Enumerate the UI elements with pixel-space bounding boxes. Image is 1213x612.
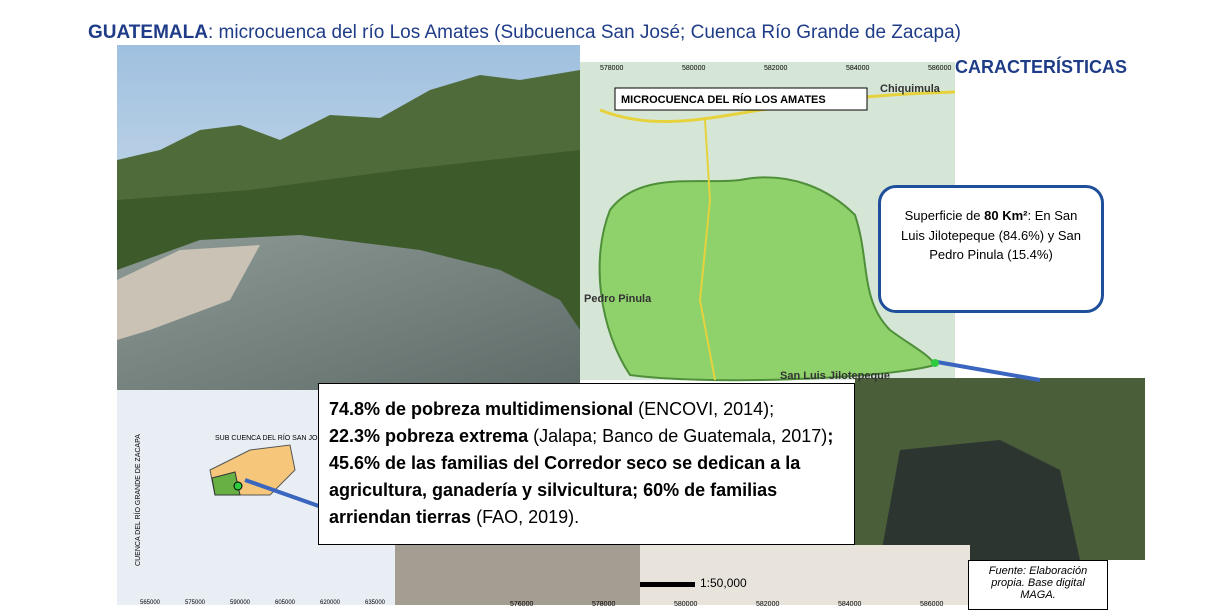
summary-text: ; [827, 426, 834, 446]
scale-label: 1:50,000 [700, 576, 747, 590]
inset-label: SUB CUENCA DEL RÍO SAN JOSÉ [215, 433, 327, 442]
map-strip [640, 545, 970, 605]
coord-label: 586000 [928, 65, 951, 72]
photo-rocks [117, 245, 260, 340]
coord-label: 590000 [230, 600, 251, 606]
section-label: CARACTERÍSTICAS [955, 57, 1128, 77]
map-road [698, 119, 716, 381]
coord-label: 580000 [682, 65, 705, 72]
coord-label: 584000 [838, 601, 861, 608]
summary-box: 74.8% de pobreza multidimensional (ENCOV… [318, 383, 855, 545]
coord-label: 580000 [674, 601, 697, 608]
summary-text: 45.6% de las familias del Corredor seco … [329, 453, 801, 527]
summary-text: 74.8% de pobreza multidimensional [329, 399, 634, 419]
arrow [244, 478, 331, 512]
coord-label: 578000 [600, 65, 623, 72]
summary-text: (Jalapa; Banco de Guatemala, 2017) [528, 426, 828, 446]
title: GUATEMALA: microcuenca del río Los Amate… [88, 22, 961, 43]
coord-label: 565000 [140, 600, 161, 606]
inset-microbasin [211, 471, 241, 496]
coord-label: 620000 [320, 600, 341, 606]
summary-text: (ENCOVI, 2014); [633, 399, 775, 419]
coord-label: 582000 [756, 601, 779, 608]
callout: Superficie de 80 Km²: En San Luis Jilote… [878, 185, 1104, 313]
map-watershed [598, 176, 937, 382]
photo-water [880, 440, 1080, 560]
scale-bar [640, 582, 695, 587]
place-label: Chiquimula [880, 83, 941, 95]
coord-label: 605000 [275, 600, 296, 606]
coord-label: 582000 [764, 65, 787, 72]
map-point [931, 359, 939, 367]
coord-label: 576000 [510, 601, 533, 608]
place-label: Pedro Pinula [584, 293, 652, 305]
coord-label: 635000 [365, 600, 386, 606]
map-title-box [614, 87, 868, 111]
inset-point [233, 481, 243, 491]
photo-stones [395, 540, 640, 605]
coord-label: 584000 [846, 65, 869, 72]
coord-label: 575000 [185, 600, 206, 606]
map-title: MICROCUENCA DEL RÍO LOS AMATES [621, 93, 826, 106]
inset-label: CUENCA DEL RÍO GRANDE DE ZACAPA [133, 434, 142, 566]
coord-label: 586000 [920, 601, 943, 608]
place-label: San Luis Jilotepeque [780, 370, 890, 382]
summary-text: (FAO, 2019). [471, 507, 580, 527]
source: Fuente: Elaboración propia. Base digital… [968, 560, 1108, 610]
arrow [936, 360, 1041, 382]
coord-label: 578000 [592, 601, 615, 608]
summary-text: 22.3% pobreza extrema [329, 426, 529, 446]
